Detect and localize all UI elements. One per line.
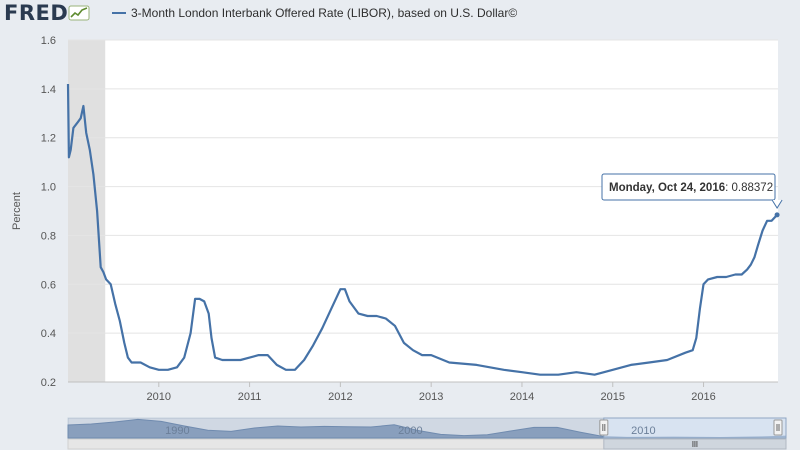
x-tick-label: 2015 <box>601 391 625 403</box>
sparkline-icon <box>68 5 90 21</box>
y-tick-label: 0.2 <box>41 377 56 389</box>
y-tick-label: 1.6 <box>41 35 56 47</box>
navigator-handle-right[interactable] <box>773 419 783 436</box>
x-tick-label: 2010 <box>147 391 171 403</box>
navigator-label: 1990 <box>165 425 189 437</box>
legend-series-swatch <box>112 12 126 14</box>
tooltip: Monday, Oct 24, 2016: 0.88372 <box>601 173 783 218</box>
handle-body[interactable] <box>599 419 609 436</box>
fred-logo-text: FRED <box>4 1 69 25</box>
fred-logo[interactable]: FRED <box>4 1 90 25</box>
tooltip-box <box>601 173 776 201</box>
x-tick-label: 2013 <box>419 391 443 403</box>
y-axis-title: Percent <box>11 192 23 230</box>
tooltip-text: Monday, Oct 24, 2016: 0.88372 <box>609 182 773 194</box>
legend-series-title: 3-Month London Interbank Offered Rate (L… <box>131 6 518 20</box>
x-axis-ticks: 2010 2011 2012 2013 2014 2015 2016 <box>147 382 716 403</box>
plot-area[interactable] <box>68 40 778 382</box>
x-tick-label: 2016 <box>691 391 715 403</box>
y-tick-label: 1.4 <box>41 84 56 96</box>
navigator-mask <box>68 418 604 438</box>
x-tick-label: 2012 <box>328 391 352 403</box>
handle-body[interactable] <box>773 419 783 436</box>
x-tick-label: 2011 <box>238 391 262 403</box>
chart-legend[interactable]: 3-Month London Interbank Offered Rate (L… <box>112 6 517 20</box>
series-line-libor[interactable] <box>66 83 778 376</box>
y-tick-label: 1.0 <box>41 182 56 194</box>
navigator-handle-left[interactable] <box>599 419 609 436</box>
recession-shade <box>68 40 106 382</box>
tooltip-pointer <box>771 199 783 209</box>
y-tick-label: 0.8 <box>41 230 56 242</box>
scrollbar-grip-icon <box>692 441 698 447</box>
y-tick-label: 1.2 <box>41 133 56 145</box>
y-tick-label: 0.6 <box>41 279 56 291</box>
y-tick-label: 0.4 <box>41 328 56 340</box>
navigator-year-labels: 1990 2000 2010 <box>165 425 655 437</box>
tooltip-marker <box>774 212 780 218</box>
tooltip-value: : 0.88372 <box>725 182 773 194</box>
tooltip-date: Monday, Oct 24, 2016 <box>609 182 725 194</box>
y-axis-ticks: 0.2 0.4 0.6 0.8 1.0 1.2 1.4 1.6 <box>41 35 56 389</box>
navigator-label: 2010 <box>631 425 655 437</box>
range-navigator[interactable]: 1990 2000 2010 <box>67 417 787 450</box>
navigator-label: 2000 <box>398 425 422 437</box>
x-tick-label: 2014 <box>510 391 534 403</box>
